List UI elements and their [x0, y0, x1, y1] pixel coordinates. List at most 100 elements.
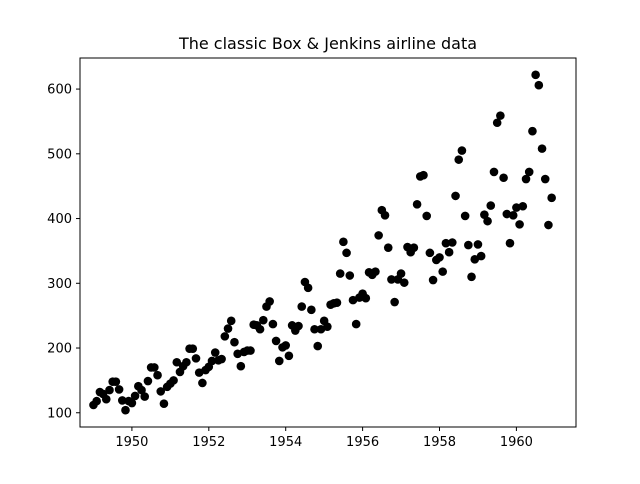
data-point — [339, 237, 348, 247]
data-point — [499, 173, 508, 183]
data-point — [114, 385, 124, 394]
data-point — [153, 370, 162, 380]
data-point — [387, 275, 396, 284]
data-point — [284, 351, 294, 361]
data-point — [380, 211, 390, 220]
data-point — [441, 238, 451, 248]
data-point — [544, 220, 553, 230]
data-point — [534, 80, 544, 90]
data-point — [528, 126, 537, 136]
data-point — [310, 324, 319, 334]
y-tick-label: 200 — [47, 342, 72, 357]
chart-title: The classic Box & Jenkins airline data — [178, 34, 477, 53]
data-point — [307, 305, 316, 315]
data-point — [467, 272, 476, 282]
data-point — [117, 396, 127, 405]
data-point — [127, 398, 137, 408]
data-point — [345, 271, 355, 280]
data-point — [169, 376, 178, 385]
data-point — [492, 118, 502, 128]
data-point — [460, 211, 470, 221]
data-point — [444, 247, 454, 257]
data-point — [172, 357, 182, 367]
data-point — [342, 248, 351, 258]
data-point — [457, 146, 467, 155]
data-point — [281, 341, 291, 350]
data-point — [399, 278, 409, 287]
data-point — [323, 322, 332, 331]
data-point — [159, 399, 169, 408]
data-point — [207, 356, 217, 366]
data-point — [313, 341, 323, 351]
data-point — [489, 167, 499, 177]
data-point — [371, 267, 380, 276]
data-point — [521, 174, 531, 184]
data-point — [226, 316, 236, 326]
data-point — [332, 298, 342, 308]
data-point — [496, 111, 505, 120]
data-point — [303, 283, 313, 293]
data-point — [540, 174, 550, 184]
data-point — [515, 220, 524, 229]
data-point — [111, 377, 121, 386]
y-tick-label: 400 — [47, 212, 72, 227]
data-point — [246, 346, 255, 355]
data-point — [140, 392, 150, 401]
data-point — [182, 357, 191, 367]
data-point — [448, 238, 457, 247]
x-tick-label: 1952 — [192, 435, 225, 450]
x-tick-label: 1950 — [115, 435, 148, 450]
data-point — [361, 293, 371, 303]
data-point — [470, 255, 480, 264]
y-tick-label: 100 — [47, 406, 72, 421]
data-point — [236, 361, 246, 371]
data-point — [265, 297, 274, 306]
data-point — [188, 344, 198, 353]
data-point — [268, 319, 278, 329]
data-point — [435, 253, 444, 262]
data-point — [255, 324, 265, 334]
x-tick-label: 1958 — [423, 435, 456, 450]
data-point — [451, 191, 460, 201]
data-point — [518, 201, 528, 211]
data-point — [92, 396, 101, 406]
data-point — [191, 354, 201, 363]
data-point — [156, 387, 166, 396]
data-point — [483, 216, 492, 226]
data-point — [512, 203, 521, 212]
data-point — [438, 267, 448, 276]
data-point — [531, 70, 540, 80]
data-point — [101, 394, 111, 404]
data-point — [502, 209, 512, 219]
data-point — [335, 269, 345, 278]
data-point — [274, 356, 284, 366]
x-axis: 1950 1952 1954 1956 1958 1960 — [115, 427, 533, 450]
data-point — [258, 315, 268, 325]
data-point — [230, 337, 239, 347]
data-point — [537, 144, 547, 153]
data-point — [217, 354, 226, 364]
data-point — [383, 243, 393, 252]
data-point — [271, 336, 281, 346]
data-point — [396, 269, 406, 278]
plot-frame — [79, 57, 577, 428]
data-point — [390, 297, 399, 307]
data-point — [198, 378, 207, 388]
data-point — [105, 385, 114, 395]
data-point — [130, 391, 140, 401]
points-layer — [89, 70, 556, 415]
data-point — [476, 251, 486, 261]
data-point — [143, 376, 153, 386]
data-point — [121, 405, 130, 415]
data-point — [473, 240, 483, 249]
data-point — [524, 167, 534, 177]
data-point — [409, 243, 419, 252]
data-point — [210, 348, 220, 357]
data-point — [150, 363, 159, 372]
data-point — [508, 211, 518, 220]
x-tick-label: 1954 — [269, 435, 302, 450]
x-tick-label: 1956 — [346, 435, 379, 450]
data-point — [294, 321, 303, 331]
